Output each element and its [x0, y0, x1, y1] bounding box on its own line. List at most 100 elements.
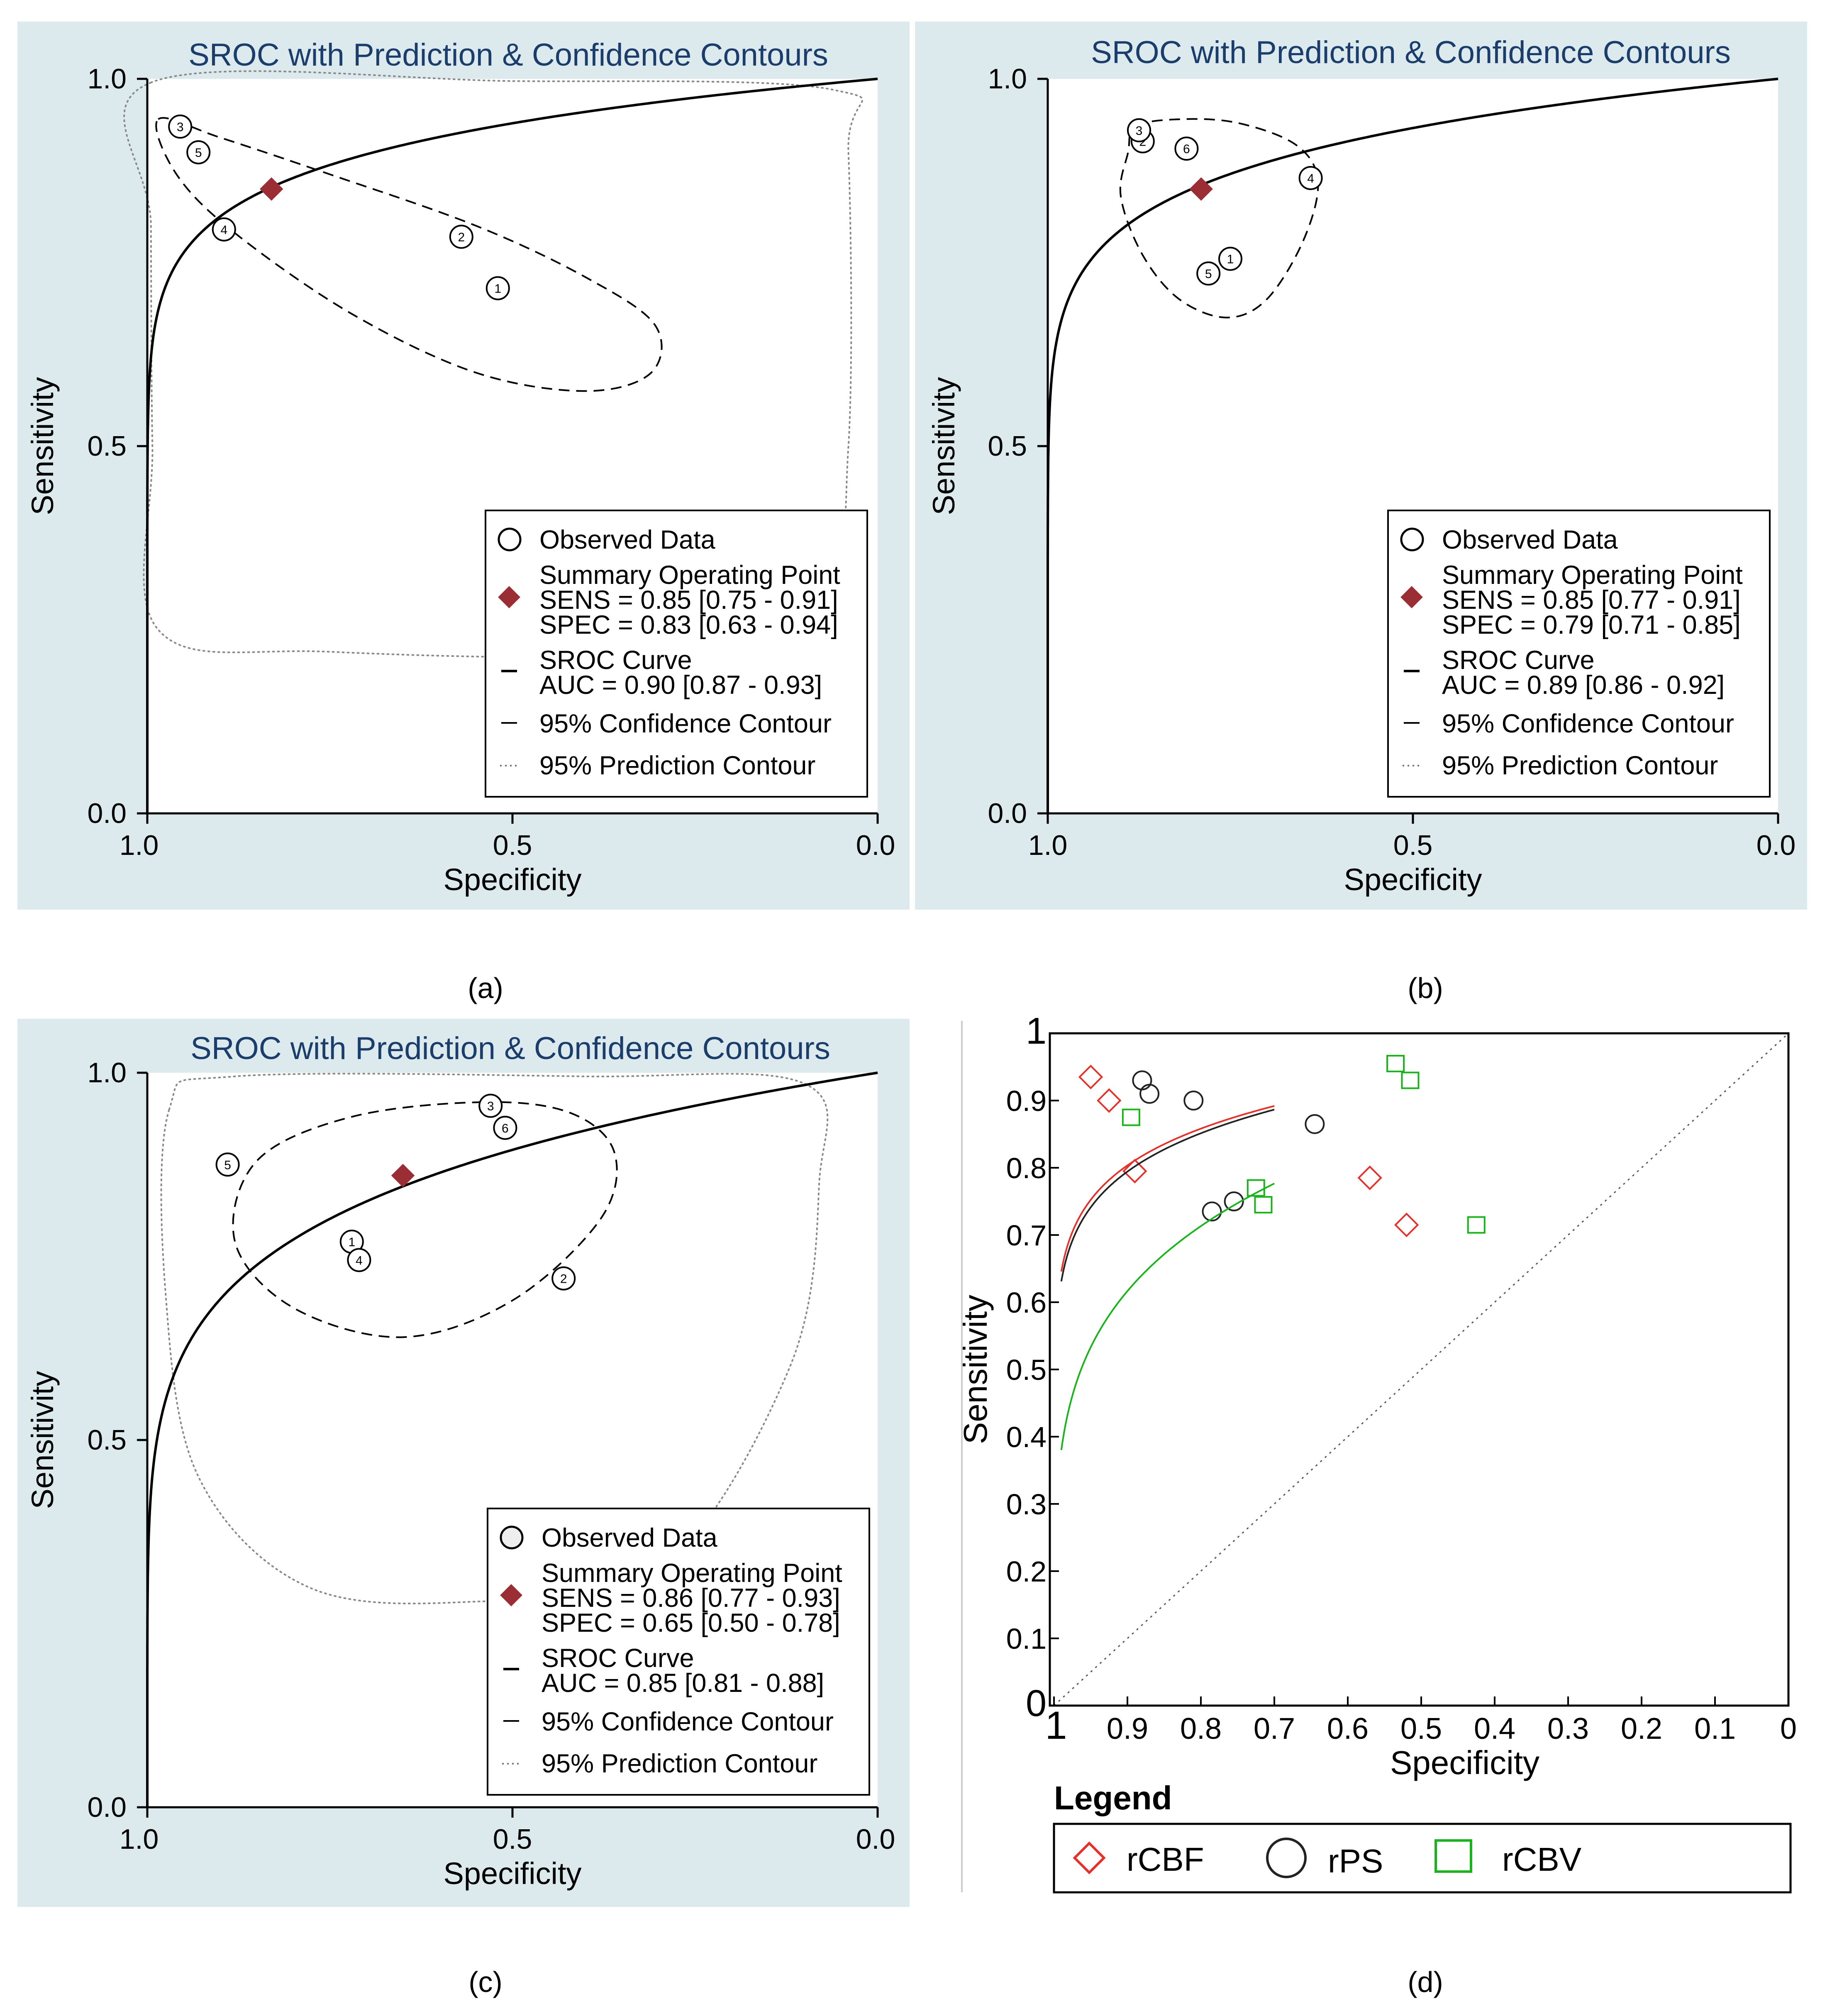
rps-point — [1139, 1084, 1160, 1104]
legend-sroc-label: SROC Curve — [539, 646, 692, 675]
legend-conf-label: 95% Confidence Contour — [539, 709, 832, 738]
study-label: 4 — [1307, 172, 1314, 185]
rcbf-point — [1122, 1159, 1147, 1184]
figure-label-d: (d) — [1408, 1966, 1443, 1998]
x-tick-label: 0.4 — [1474, 1712, 1515, 1745]
panel-a-legend-box — [485, 510, 868, 798]
study-label: 3 — [1136, 124, 1143, 138]
rcbf-point — [1357, 1165, 1382, 1190]
panel-b-legend-box — [1387, 510, 1771, 798]
reference-diagonal — [1053, 1032, 1789, 1706]
study-point — [551, 1266, 576, 1291]
study-point — [1218, 247, 1242, 271]
y-tick-label: 0.9 — [1006, 1085, 1047, 1117]
legend-auc-label: AUC = 0.89 [0.86 - 0.92] — [1442, 671, 1725, 700]
summary-operating-point — [1189, 177, 1213, 201]
legend-spec-label: SPEC = 0.83 [0.63 - 0.94] — [539, 610, 838, 639]
panel-c-legend: Observed Data Summary Operating Point SE… — [487, 1508, 870, 1796]
legend-spec-label: SPEC = 0.79 [0.71 - 0.85] — [1442, 610, 1741, 639]
panel-b-legend: Observed Data Summary Operating Point SE… — [1387, 510, 1771, 798]
figure-label-b: (b) — [1408, 972, 1443, 1004]
panel-c-x-tick-label: 0.5 — [493, 1823, 532, 1855]
panel-d-legend: Legend rCBF rPS rCBV — [1053, 1779, 1792, 1894]
panel-b-x-axis-label: Specificity — [1344, 862, 1482, 897]
sroc-curve — [146, 1071, 878, 1807]
study-point — [1174, 137, 1199, 161]
x-tick-label: 0.3 — [1547, 1712, 1589, 1745]
panel-c-y-tick-label: 1.0 — [87, 1057, 127, 1089]
legend-conf-label: 95% Confidence Contour — [542, 1707, 834, 1736]
panel-a: SROC with Prediction & Confidence Contou… — [17, 22, 910, 910]
study-label: 5 — [195, 146, 202, 160]
study-point — [1196, 261, 1221, 286]
rcbv-point — [1254, 1196, 1273, 1214]
legend-rps-icon — [1266, 1838, 1307, 1878]
prediction-contour — [160, 1073, 829, 1605]
panel-c-y-tick-label: 0.5 — [87, 1424, 127, 1456]
legend-sens-label: SENS = 0.85 [0.75 - 0.91] — [539, 586, 838, 615]
study-label: 6 — [1183, 142, 1190, 156]
figure-label-a: (a) — [468, 972, 503, 1004]
study-point — [478, 1093, 503, 1118]
rps-curve — [1060, 1108, 1275, 1282]
panel-d-y-axis-label: Sensitivity — [957, 1295, 994, 1444]
rps-point — [1183, 1091, 1204, 1111]
study-point — [215, 1152, 240, 1177]
legend-summary-icon — [1400, 586, 1423, 608]
sroc-curve — [1047, 78, 1778, 813]
panel-a-y-tick-label: 0.0 — [87, 798, 127, 829]
y-tick-label: 0.7 — [1006, 1219, 1047, 1252]
rcbv-point — [1386, 1054, 1405, 1072]
y-tick-label: 0.1 — [1006, 1623, 1047, 1655]
study-label: 4 — [220, 223, 227, 237]
y-tick-label: 0.8 — [1006, 1152, 1047, 1184]
study-label: 1 — [1227, 253, 1234, 266]
study-point — [168, 115, 193, 139]
panel-d-legend-box — [1053, 1823, 1792, 1894]
confidence-contour — [232, 1101, 618, 1338]
panel-d-x-axis-label: Specificity — [1390, 1744, 1539, 1781]
panel-d-plot-frame — [1049, 1032, 1790, 1707]
y-tick-label: 0.2 — [1006, 1555, 1047, 1588]
rps-point — [1202, 1201, 1222, 1222]
legend-observed-icon — [1400, 527, 1424, 552]
panel-c-y-tick-label: 0.0 — [87, 1791, 127, 1823]
summary-operating-point — [391, 1164, 415, 1188]
legend-summary-icon — [500, 1584, 522, 1606]
study-label: 6 — [502, 1122, 509, 1135]
panel-b-y-tick-label: 1.0 — [988, 63, 1027, 95]
rcbv-point — [1467, 1216, 1486, 1234]
panel-a-y-tick-label: 0.5 — [87, 430, 127, 462]
panel-b-x-tick-label: 0.0 — [1756, 830, 1796, 861]
rcbf-point — [1394, 1213, 1419, 1237]
panel-a-title: SROC with Prediction & Confidence Contou… — [188, 37, 828, 73]
x-tick-label: 0.1 — [1694, 1712, 1736, 1745]
panel-b: SROC with Prediction & Confidence Contou… — [915, 22, 1807, 910]
rcbf-point — [1078, 1064, 1103, 1089]
panel-c-x-tick-label: 0.0 — [856, 1823, 895, 1855]
panel-d-marks — [1053, 1032, 1789, 1706]
y-tick-label: 0.5 — [1006, 1354, 1047, 1386]
legend-summary-label: Summary Operating Point — [1442, 561, 1743, 590]
study-label: 1 — [348, 1235, 355, 1249]
rcbv-point — [1401, 1071, 1420, 1089]
x-tick-label: 0 — [1780, 1712, 1797, 1745]
rcbv-curve — [1060, 1183, 1275, 1450]
legend-sens-label: SENS = 0.85 [0.77 - 0.91] — [1442, 586, 1741, 615]
panel-d: 1 0.9 0.8 0.7 0.6 0.5 0.4 0.3 0.2 0.1 0 0 0.1 0.2 0.3 0… — [957, 1010, 1797, 1894]
panel-d-ticks: 1 0.9 0.8 0.7 0.6 0.5 0.4 0.3 0.2 0.1 0 0 0.1 0.2 0.3 0… — [1006, 1010, 1797, 1748]
legend-pred-label: 95% Prediction Contour — [542, 1749, 817, 1778]
study-point — [1298, 166, 1323, 190]
y-tick-label: 0 — [1026, 1683, 1047, 1724]
panel-b-y-axis-label: Sensitivity — [927, 377, 961, 515]
panel-c-y-axis-label: Sensitivity — [25, 1371, 60, 1509]
study-label: 4 — [356, 1254, 363, 1267]
legend-rps-label: rPS — [1328, 1843, 1383, 1879]
legend-pred-label: 95% Prediction Contour — [1442, 751, 1718, 780]
study-point — [485, 276, 510, 300]
rcbv-point — [1247, 1179, 1265, 1197]
legend-rcbf-label: rCBF — [1127, 1841, 1204, 1878]
legend-rcbv-label: rCBV — [1502, 1841, 1582, 1878]
x-tick-label: 1 — [1045, 1704, 1067, 1748]
